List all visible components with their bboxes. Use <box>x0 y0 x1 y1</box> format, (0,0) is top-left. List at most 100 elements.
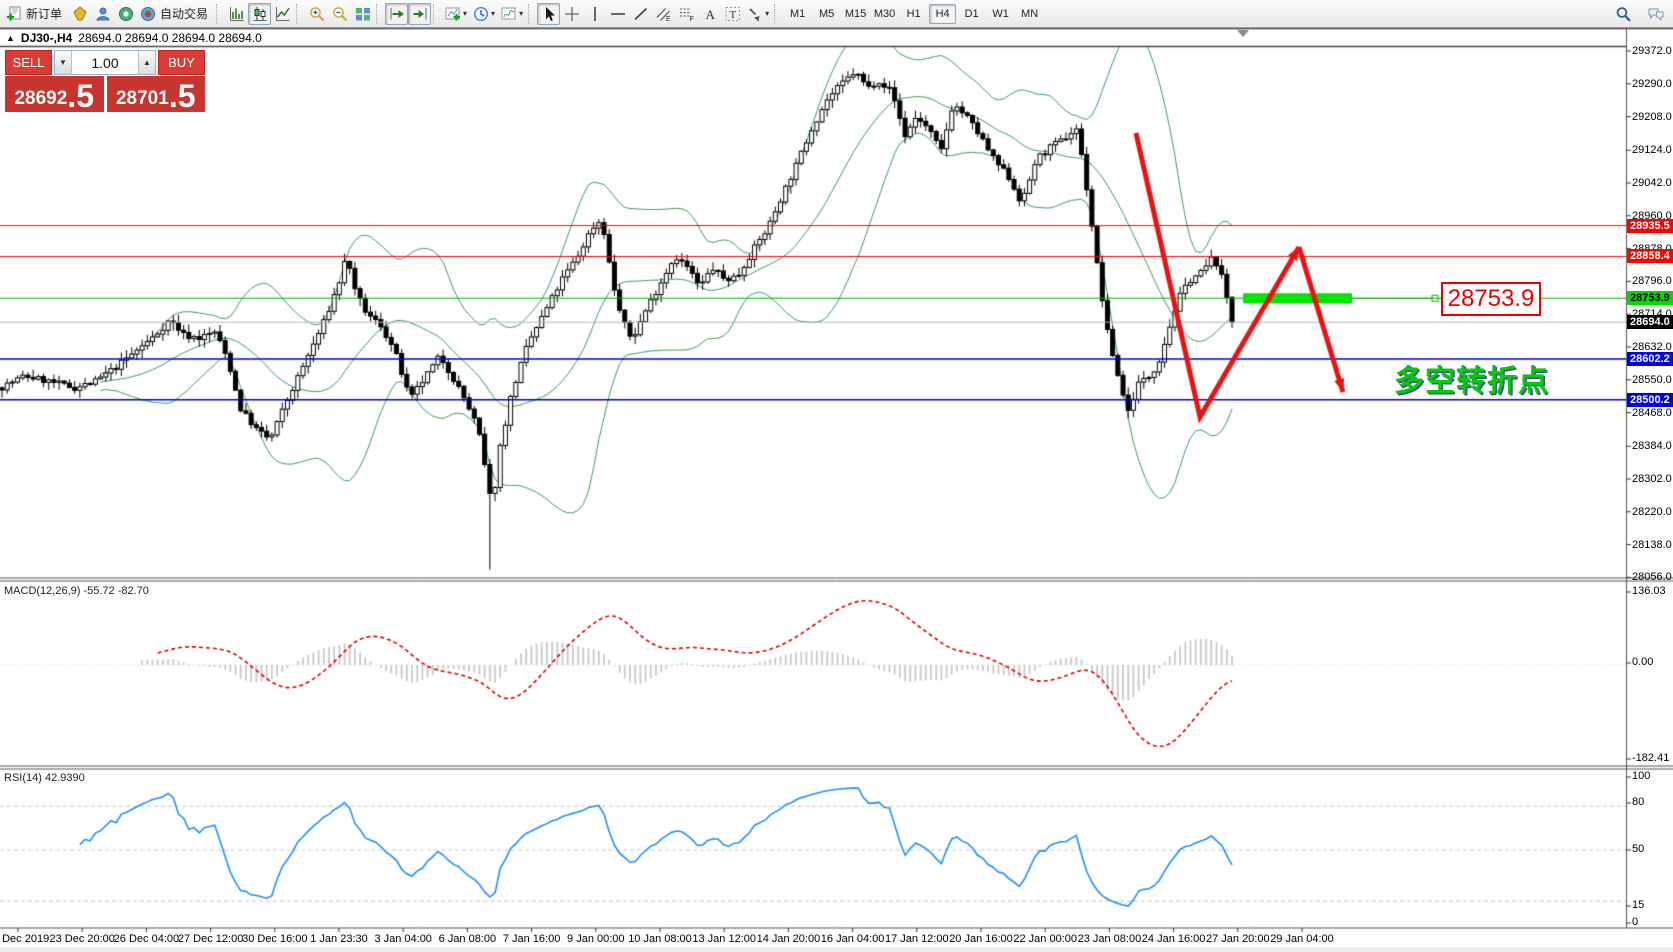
price-tick-label: 28796.0 <box>1632 275 1672 288</box>
sell-price-main: 28692 <box>14 88 68 109</box>
dropdown-arrow-icon: ▾ <box>519 9 524 18</box>
macd-axis-label: 0.00 <box>1632 656 1654 668</box>
history-book-icon <box>72 5 88 22</box>
time-tick-label: 1 Jan 23:30 <box>310 933 368 945</box>
time-tick-label: 30 Dec 16:00 <box>242 933 308 945</box>
cursor-button[interactable] <box>537 2 561 25</box>
chart-shift-icon <box>412 6 428 22</box>
price-tick-label: 28384.0 <box>1632 440 1672 453</box>
price-tag-28602.2: 28602.2 <box>1627 351 1673 366</box>
time-tick-label: 27 Dec 12:00 <box>177 933 244 945</box>
crosshair-button[interactable] <box>560 3 583 25</box>
buy-price-main: 28701 <box>115 88 169 109</box>
price-annotation-label[interactable]: 28753.9 <box>1441 282 1541 316</box>
chart-ohlc-values: 28694.0 28694.0 28694.0 28694.0 <box>78 31 262 45</box>
time-tick-label: 9 Jan 00:00 <box>567 933 625 945</box>
price-tick-label: 28468.0 <box>1632 406 1672 419</box>
timeframe-m30-button[interactable]: M30 <box>871 4 898 24</box>
line-chart-icon <box>275 6 291 22</box>
price-tick-label: 28632.0 <box>1632 341 1672 353</box>
fibonacci-button[interactable]: F <box>675 3 698 25</box>
history-book-button[interactable] <box>68 3 91 25</box>
text-label-button[interactable]: T <box>721 3 744 25</box>
toolbar-separator <box>296 3 302 24</box>
toolbar-separator <box>774 3 780 24</box>
text-button[interactable]: A <box>698 3 721 25</box>
time-tick-label: 22 Jan 00:00 <box>1013 933 1077 945</box>
turning-point-note[interactable]: 多空转折点 <box>1394 365 1549 398</box>
sell-price[interactable]: 28692 .5 <box>5 76 104 112</box>
svg-text:T: T <box>729 9 736 21</box>
time-tick-label: 6 Jan 08:00 <box>438 933 497 945</box>
zoom-out-button[interactable] <box>328 3 351 25</box>
new-order-button[interactable]: 新订单 <box>3 3 68 25</box>
macd-axis-label: 136.03 <box>1632 585 1666 597</box>
zoom-in-icon <box>309 6 325 22</box>
toolbar-separator <box>216 3 222 24</box>
timeframe-m1-button[interactable]: M1 <box>784 4 811 24</box>
time-tick-label: 23 Jan 08:00 <box>1077 933 1142 945</box>
timeframe-group: M1 M5 M15 M30 H1 H4 D1 W1 MN <box>783 3 1044 24</box>
auto-scroll-button[interactable] <box>385 2 409 25</box>
tile-windows-button[interactable] <box>351 3 374 25</box>
equidistant-channel-button[interactable]: E <box>652 3 675 25</box>
price-tag-28753.9: 28753.9 <box>1627 291 1673 306</box>
horizontal-line-button[interactable] <box>606 3 629 25</box>
horizontal-line-icon <box>610 6 626 22</box>
volume-increase-button[interactable]: ▲ <box>138 51 155 74</box>
auto-scroll-icon <box>389 6 405 22</box>
chart-shift-button[interactable] <box>408 2 432 25</box>
candlestick-chart-button[interactable] <box>248 2 272 25</box>
templates-button[interactable]: ▾ <box>498 3 526 25</box>
time-tick-label: 20 Jan 16:00 <box>949 933 1013 945</box>
timeframe-m15-button[interactable]: M15 <box>842 4 869 24</box>
timeframe-m5-button[interactable]: M5 <box>813 4 840 24</box>
timeframe-mn-button[interactable]: MN <box>1016 4 1043 24</box>
trendline-button[interactable] <box>629 3 652 25</box>
chart-title-row: ▲ DJ30-,H4 28694.0 28694.0 28694.0 28694… <box>6 31 262 45</box>
trade-panel-toggle-icon[interactable]: ▲ <box>6 33 15 43</box>
time-tick-label: 14 Jan 20:00 <box>756 933 821 945</box>
volume-decrease-button[interactable]: ▼ <box>55 51 72 74</box>
buy-button[interactable]: BUY <box>158 50 205 75</box>
price-tag-28858.4: 28858.4 <box>1627 249 1673 264</box>
time-tick-label: 7 Jan 16:00 <box>502 933 561 945</box>
price-tick-label: 28056.0 <box>1632 571 1672 584</box>
price-tick-label: 28550.0 <box>1632 373 1672 386</box>
crosshair-icon <box>564 6 580 22</box>
new-order-label: 新订单 <box>26 7 63 21</box>
chat-button[interactable] <box>1644 3 1667 25</box>
text-icon: A <box>702 6 718 22</box>
timeframe-w1-button[interactable]: W1 <box>987 4 1014 24</box>
macd-indicator-label: MACD(12,26,9) -55.72 -82.70 <box>4 585 149 597</box>
timeframe-d1-button[interactable]: D1 <box>958 4 985 24</box>
toolbar: 新订单 自动交易 ▾ ▾ ▾ E F A T ▾ M1 M5 M15 M30 H1 H4 D1 W1 MN <box>0 0 1673 28</box>
indicators-button[interactable]: ▾ <box>442 3 470 25</box>
timeframe-h1-button[interactable]: H1 <box>900 4 927 24</box>
timeframe-h4-button[interactable]: H4 <box>929 3 957 24</box>
periods-button[interactable]: ▾ <box>470 3 498 25</box>
zoom-out-icon <box>332 6 348 22</box>
one-click-trade-panel: SELL ▼ ▲ BUY 28692 .5 28701 .5 <box>5 50 205 112</box>
line-chart-button[interactable] <box>271 3 294 25</box>
price-tick-label: 28138.0 <box>1632 538 1672 551</box>
community-button[interactable] <box>91 3 114 25</box>
broadcast-button[interactable] <box>114 3 137 25</box>
bar-chart-button[interactable] <box>225 3 248 25</box>
toolbar-separator <box>433 3 439 24</box>
search-button[interactable] <box>1611 3 1634 25</box>
periods-icon <box>473 6 489 22</box>
arrows-button[interactable]: ▾ <box>744 3 772 25</box>
sell-button[interactable]: SELL <box>5 50 52 75</box>
zoom-in-button[interactable] <box>305 3 328 25</box>
buy-price[interactable]: 28701 .5 <box>106 76 205 112</box>
time-tick-label: 26 Dec 04:00 <box>113 933 180 945</box>
volume-input[interactable] <box>72 51 138 74</box>
vertical-line-button[interactable] <box>583 3 606 25</box>
autotrading-button[interactable]: 自动交易 <box>137 3 214 25</box>
text-label-icon: T <box>725 6 741 22</box>
chart-symbol-title: DJ30-,H4 <box>20 31 73 45</box>
time-tick-label: 10 Jan 08:00 <box>628 933 692 945</box>
time-tick-label: 23 Dec 20:00 <box>49 933 115 945</box>
